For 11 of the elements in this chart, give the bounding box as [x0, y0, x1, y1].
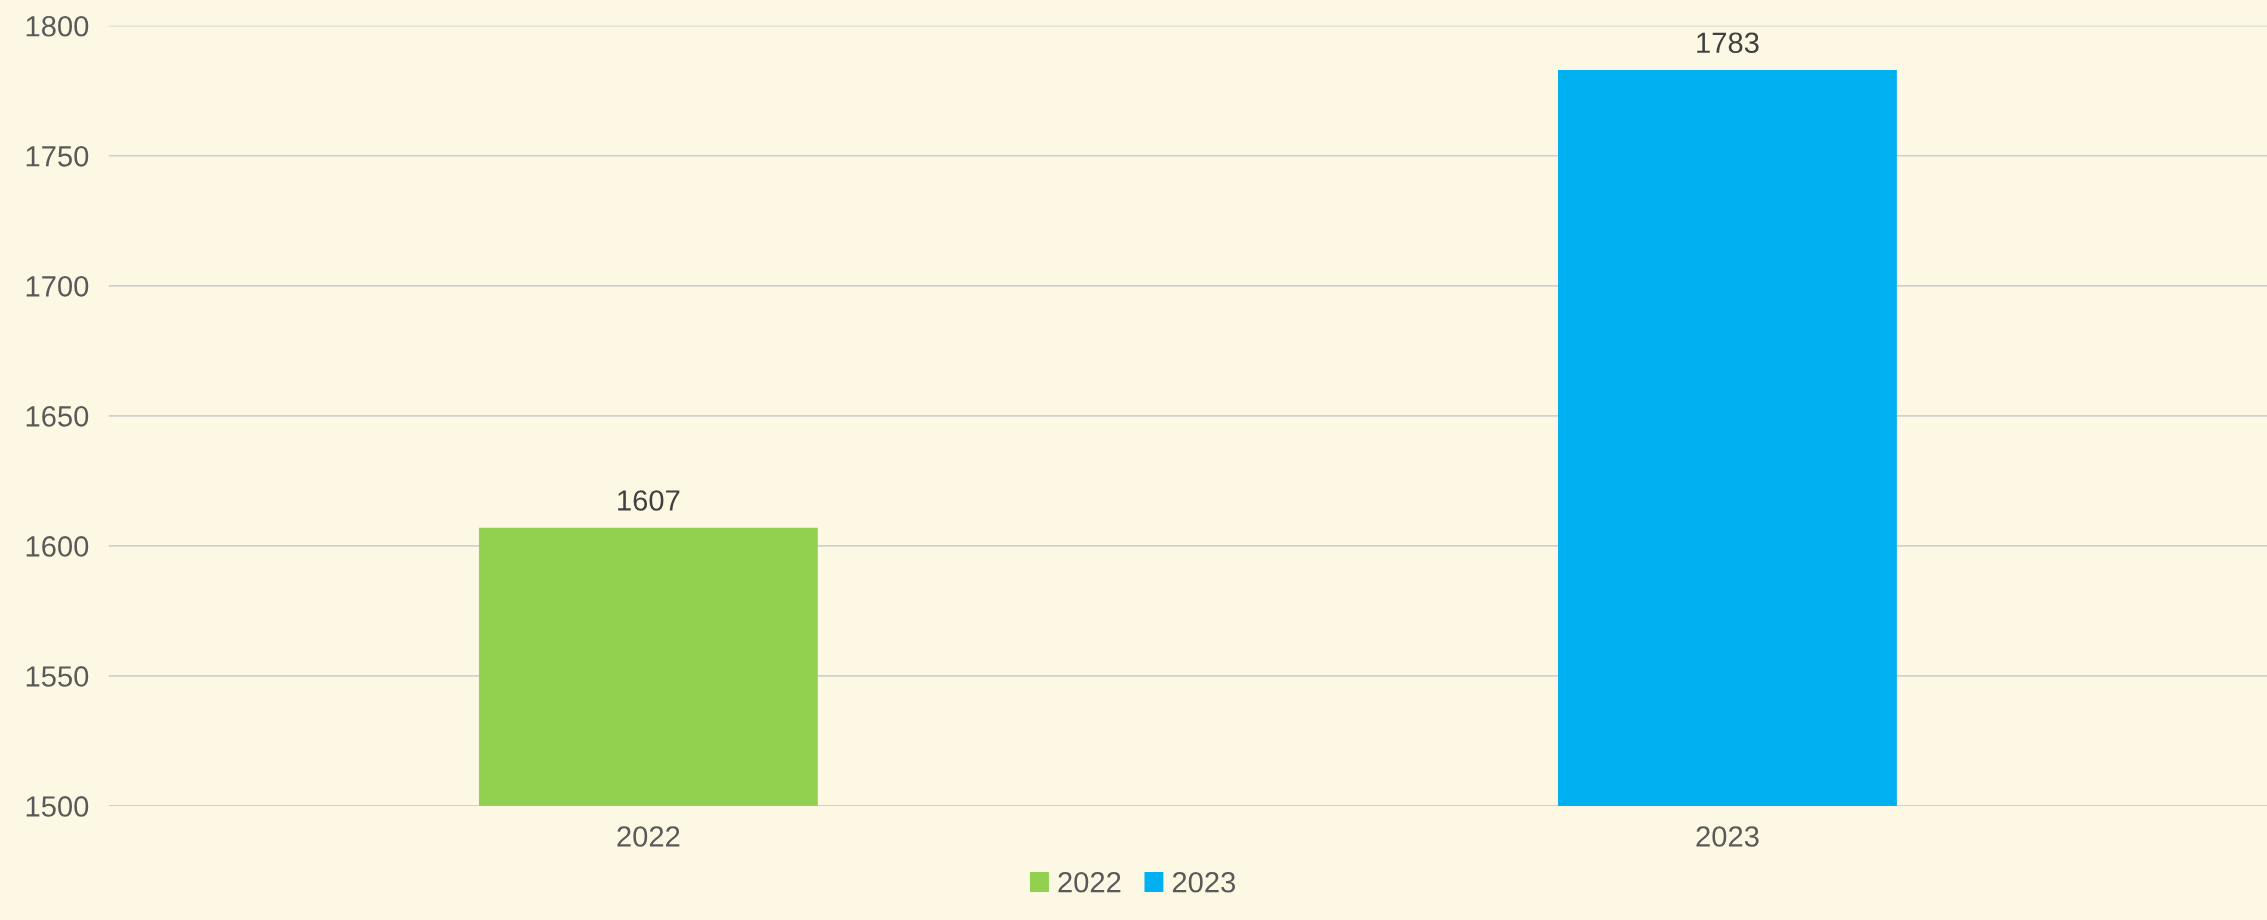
legend-label: 2022	[1058, 871, 1121, 893]
legend-label: 2023	[1172, 871, 1236, 893]
y-tick-label: 1800	[26, 15, 89, 37]
y-tick-label: 1750	[26, 145, 89, 167]
y-tick-label: 1600	[26, 536, 89, 557]
y-tick-label: 1700	[26, 276, 89, 297]
data-label: 1783	[1697, 32, 1759, 54]
y-tick-label: 1550	[26, 666, 89, 687]
y-tick-label: 1650	[26, 406, 89, 427]
y-tick-label: 1500	[26, 796, 89, 817]
data-label: 1607	[618, 490, 680, 511]
